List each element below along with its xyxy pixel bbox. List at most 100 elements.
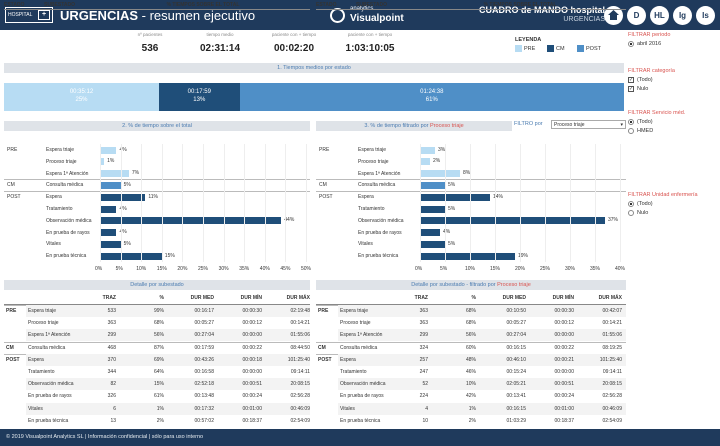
table-cell: 02:56:28 [602, 393, 622, 400]
table-cell: 68% [465, 320, 476, 327]
table-cell: 00:00:12 [554, 320, 574, 327]
checkbox-icon[interactable]: ✓ [628, 77, 634, 83]
table-cell: 00:42:07 [602, 308, 622, 314]
x-tick-label: 10% [465, 266, 476, 272]
radio-icon[interactable] [628, 201, 634, 207]
row-shade [338, 329, 626, 342]
table-cell: 02:19:48 [290, 308, 310, 314]
table-cell: 370 [107, 356, 116, 363]
group-separator [4, 179, 310, 181]
table-cell: 00:05:27 [506, 320, 526, 327]
subestado-label: Observación médica [358, 217, 404, 224]
x-tick-label: 35% [590, 266, 601, 272]
filter-option-label: (Todo) [637, 201, 653, 207]
table-cell: 68% [465, 308, 476, 314]
table-subestado: Espera triaje [340, 308, 369, 314]
radio-icon[interactable] [628, 128, 634, 134]
home-button[interactable] [604, 6, 623, 25]
cm-title-main: CUADRO de MANDO hospital [479, 5, 605, 15]
row-shade [26, 402, 310, 415]
table-cell: 00:00:21 [554, 356, 574, 363]
section-1-header: 1. Tiempos medios por estado [4, 63, 624, 73]
section-3-title: 3. % de tiempo filtrado por [364, 123, 431, 129]
radio-icon[interactable] [628, 119, 634, 125]
radio-icon[interactable] [628, 210, 634, 216]
filter-by-select[interactable]: Proceso triaje ▾ [551, 120, 626, 129]
table-cell: 61% [153, 393, 164, 400]
table-subestado: En prueba técnica [340, 417, 381, 424]
filter-option[interactable]: (Todo) [628, 201, 718, 207]
gridline [120, 144, 122, 262]
table-cell: 363 [419, 320, 428, 327]
table-cell: 00:00:00 [554, 369, 574, 375]
bar-espera-triaje [420, 146, 435, 154]
legend-swatch [577, 45, 584, 52]
table-cell: 02:54:09 [602, 417, 622, 424]
filter-option-label: abril 2016 [637, 41, 662, 47]
filter-option[interactable]: abril 2016 [628, 41, 718, 47]
header-line [4, 304, 310, 305]
bar-value: 5% [448, 205, 456, 212]
bar-value: 7% [131, 170, 140, 177]
bar-value: 5% [448, 240, 456, 247]
table-cell: 10 [422, 417, 428, 424]
table-cell: 48% [465, 356, 476, 363]
radio-icon[interactable] [628, 41, 634, 47]
bar-value: 5% [448, 181, 456, 188]
table-cell: 101:25:40 [599, 356, 622, 363]
title-main: URGENCIAS [60, 8, 139, 23]
time-segment-time: 00:35:12 [69, 89, 94, 95]
bar-value: 44% [284, 217, 295, 224]
bar-value: 2% [433, 158, 441, 165]
bar-espera [420, 193, 490, 201]
table-cell: 00:05:27 [194, 320, 214, 327]
table-estado: PRE [6, 308, 17, 314]
detail-2-header: Detalle por subestado - filtrado por Pro… [316, 280, 626, 290]
bar-value: 4% [119, 229, 127, 236]
filter-option[interactable]: (Todo) [628, 119, 718, 125]
table-cell: 00:13:41 [506, 393, 526, 400]
table-cell: 64% [153, 369, 164, 375]
filter-option[interactable]: ✓ (Todo) [628, 77, 718, 83]
bar-en-prueba-t-cnica [100, 252, 162, 260]
nav-button-d[interactable]: D [627, 6, 646, 25]
gridline [620, 144, 621, 262]
table-cell: 56% [153, 332, 164, 339]
table-cell: 00:00:51 [242, 381, 262, 388]
bar-value: 11% [148, 193, 158, 200]
table-subestado: Tratamiento [28, 369, 55, 375]
nav-button-ig[interactable]: Ig [673, 6, 692, 25]
filter-option[interactable]: Nulo [628, 210, 718, 216]
bar-tratamiento [100, 205, 117, 213]
gridline [285, 144, 287, 262]
filter-option[interactable]: HMED [628, 128, 718, 134]
checkbox-icon[interactable]: ✓ [628, 86, 634, 92]
nav-button-is[interactable]: Is [696, 6, 715, 25]
subestado-label: Consulta médica [46, 182, 84, 189]
filter-group-2: FILTRAR Servicio méd. (Todo) HMED [628, 110, 718, 134]
x-tick-label: 30% [565, 266, 576, 272]
home-icon [608, 10, 619, 20]
kpi-tiempo-medio: tiempo medio 02:31:14 [180, 32, 260, 54]
nav-button-hl[interactable]: HL [650, 6, 669, 25]
legend-label: POST [586, 45, 601, 52]
bar-consulta-m-dica [420, 181, 445, 189]
table-subestado: Espera [28, 356, 44, 363]
row-shade [26, 378, 310, 391]
legend-label: PRE [524, 45, 536, 52]
table-header-2: DUR MED [502, 295, 526, 301]
table-cell: 42% [465, 393, 476, 400]
filter-option[interactable]: ✓ Nulo [628, 86, 718, 92]
x-tick-label: 45% [280, 266, 291, 272]
table-cell: 20:08:15 [602, 381, 622, 388]
visualpoint-icon [330, 8, 345, 23]
section-2-header: 2. % de tiempo sobre el total [4, 121, 310, 131]
section-3-filter: Proceso triaje [430, 123, 464, 129]
kpi-label: paciente con + tiempo [347, 32, 393, 37]
table-cell: 2% [156, 417, 164, 424]
table-cell: 00:27:04 [194, 332, 214, 339]
table-cell: 00:00:51 [554, 381, 574, 388]
table-header-0: TRAZ [414, 295, 428, 301]
filter-title: FILTRAR Servicio méd. [628, 110, 686, 116]
table-cell: 69% [153, 356, 164, 363]
